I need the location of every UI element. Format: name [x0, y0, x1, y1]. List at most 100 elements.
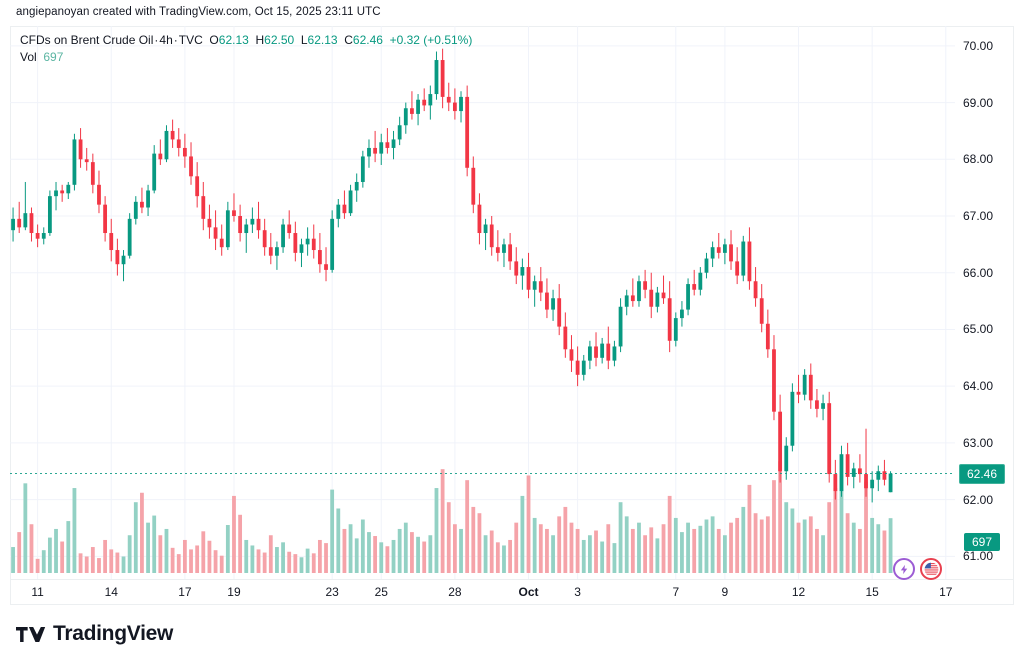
tradingview-logo-icon — [16, 625, 46, 644]
candle-body — [17, 218, 22, 228]
price-tick: 70.00 — [963, 38, 994, 53]
volume-bar — [262, 552, 267, 573]
volume-bar — [551, 535, 555, 573]
volume-bar — [78, 553, 83, 573]
candle-body — [465, 96, 470, 168]
candle-body — [802, 374, 807, 395]
volume-bar — [275, 547, 279, 573]
candle-body — [815, 400, 819, 409]
volume-bar — [489, 530, 494, 573]
candle-body — [281, 224, 285, 248]
volume-bar — [367, 532, 371, 573]
volume-bar — [722, 535, 727, 573]
time-tick: 15 — [865, 585, 879, 599]
candle-body — [342, 204, 347, 214]
volume-bar — [440, 469, 445, 573]
volume-bar — [667, 495, 672, 573]
candle-body — [97, 184, 101, 205]
candle-body — [741, 241, 746, 276]
volume-bar — [876, 524, 881, 573]
volume-bar — [575, 528, 580, 573]
candle-body — [293, 233, 298, 253]
candle-body — [133, 201, 138, 219]
candle-body — [753, 281, 758, 299]
candle-body — [287, 224, 292, 234]
volume-bar — [324, 543, 328, 573]
volume-bar — [207, 540, 212, 573]
price-tick: 61.00 — [963, 549, 994, 564]
candle-body — [403, 108, 408, 126]
candle-body — [41, 233, 46, 239]
candle-body — [127, 218, 132, 256]
candle-body — [508, 244, 513, 262]
candle-body — [502, 244, 506, 253]
candle-body — [643, 281, 648, 290]
volume-bar — [225, 525, 230, 573]
volume-bar — [360, 519, 365, 573]
candle-body — [225, 210, 230, 248]
volume-bar — [47, 537, 52, 573]
candle-body — [686, 284, 690, 310]
candle-body — [704, 258, 709, 273]
candle-body — [170, 130, 175, 140]
candle-body — [452, 102, 457, 112]
candle-body — [661, 292, 666, 299]
candle-body — [759, 298, 764, 324]
candle-body — [729, 244, 733, 262]
candle-body — [195, 176, 200, 197]
lightning-bolt-icon[interactable] — [893, 558, 915, 580]
time-tick: 11 — [31, 585, 44, 599]
us-flag-icon[interactable] — [920, 558, 942, 580]
candle-body — [60, 190, 65, 194]
volume-bar — [772, 480, 776, 573]
candle-body — [54, 190, 58, 197]
volume-bar — [833, 488, 838, 573]
time-tick: 3 — [574, 585, 581, 599]
time-tick: 12 — [791, 585, 806, 599]
volume-badge[interactable]: 697 — [964, 533, 1001, 551]
volume-bar — [72, 488, 77, 573]
candle-body — [140, 201, 144, 208]
volume-bar — [342, 528, 347, 573]
time-tick: 28 — [448, 585, 462, 599]
volume-bar — [698, 525, 703, 573]
candle-body — [176, 139, 181, 148]
volume-bar — [827, 502, 832, 573]
volume-bar — [152, 515, 157, 573]
volume-bar — [710, 516, 715, 573]
chart-pane[interactable] — [10, 26, 955, 579]
candle-body — [29, 213, 34, 234]
candle-body — [360, 156, 365, 182]
volume-bar — [581, 539, 586, 573]
candle-body — [870, 479, 875, 489]
candle-body — [532, 281, 537, 290]
volume-bar — [11, 547, 15, 573]
volume-bar — [587, 535, 592, 573]
price-scale[interactable]: 70.00 69.00 68.00 67.00 66.00 65.00 64.00 63.00… — [955, 26, 1024, 579]
volume-bar — [391, 539, 396, 573]
volume-bar — [686, 522, 690, 573]
candle-body — [545, 292, 549, 310]
current-price-badge[interactable]: 62.46 — [959, 463, 1006, 484]
candle-body — [563, 326, 568, 350]
volume-bar — [477, 513, 482, 573]
volume-bar — [164, 528, 169, 573]
time-tick: 17 — [939, 585, 953, 599]
candle-body — [416, 99, 420, 114]
volume-bar — [416, 536, 420, 573]
candle-body — [373, 147, 378, 154]
candle-body — [618, 306, 623, 347]
volume-bar — [741, 506, 746, 573]
volume-bar — [796, 522, 801, 573]
volume-bar — [140, 492, 144, 573]
time-scale[interactable]: 11 14 17 19 23 25 28 Oct 3 7 9 12 15 17 — [10, 579, 1014, 605]
candle-body — [520, 267, 525, 276]
candle-body — [146, 190, 150, 208]
volume-bar — [839, 475, 844, 573]
volume-bar — [434, 488, 439, 573]
time-tick: 17 — [178, 585, 192, 599]
volume-bar — [133, 502, 138, 573]
volume-bar — [195, 545, 200, 573]
volume-bar — [747, 484, 752, 573]
candlestick-plot[interactable] — [10, 26, 955, 579]
